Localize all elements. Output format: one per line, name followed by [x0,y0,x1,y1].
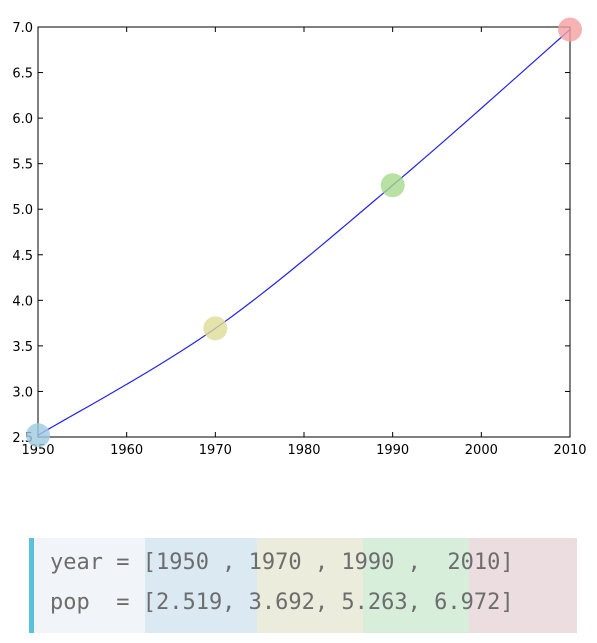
data-point-2010 [558,17,582,42]
y-tick-label: 7.0 [12,21,33,36]
data-point-1950 [26,423,50,448]
data-point-1990 [380,173,405,198]
pop-part-1: pop = [2.519, [50,590,236,615]
pop-part-3: 5.263, [328,590,421,615]
y-tick-label: 6.5 [12,67,33,82]
y-tick-label: 5.0 [12,203,33,218]
highlight-3 [363,538,469,633]
code-block: year = [1950 , 1970 , 1990 , 2010] pop =… [29,538,577,633]
year-part-4: 2010] [420,550,514,575]
y-tick-label: 3.0 [12,385,33,400]
x-tick-label: 1960 [110,443,143,458]
x-tick-label: 2010 [553,443,586,458]
y-tick-label: 6.0 [12,112,33,127]
population-chart: 1950 1960 1970 1980 1990 2000 2010 2.53.03.54.… [12,17,587,458]
pop-part-2: 3.692, [235,590,329,615]
x-tick-label: 1990 [376,443,409,458]
x-tick-label: 1950 [21,443,54,458]
highlight-4 [469,538,577,633]
x-tick-label: 1980 [287,443,320,458]
x-tick-label: 2000 [465,443,498,458]
code-line-year: year = [1950 , 1970 , 1990 , 2010] [50,550,514,575]
year-part-3: 1990 , [328,550,421,575]
series-line [37,29,571,436]
code-line-pop: pop = [2.519, 3.692, 5.263, 6.972] [50,590,514,615]
y-tick-label: 3.5 [12,340,33,355]
y-tick-label: 5.5 [12,158,33,173]
y-tick-label: 4.0 [12,294,33,309]
highlight-2 [257,538,363,633]
year-part-1: year = [1950 , [50,550,236,575]
x-axis: 1950 1960 1970 1980 1990 2000 2010 [21,27,587,458]
y-tick-label: 4.5 [12,249,33,264]
pop-part-4: 6.972] [420,590,514,615]
highlight-1 [145,538,257,633]
plot-area [37,26,571,438]
data-point-1970 [203,316,228,341]
y-axis: 2.53.03.54.04.55.05.56.06.57.0 [12,21,570,446]
data-markers [26,17,582,448]
year-part-2: 1970 , [235,550,329,575]
x-tick-label: 1970 [199,443,232,458]
